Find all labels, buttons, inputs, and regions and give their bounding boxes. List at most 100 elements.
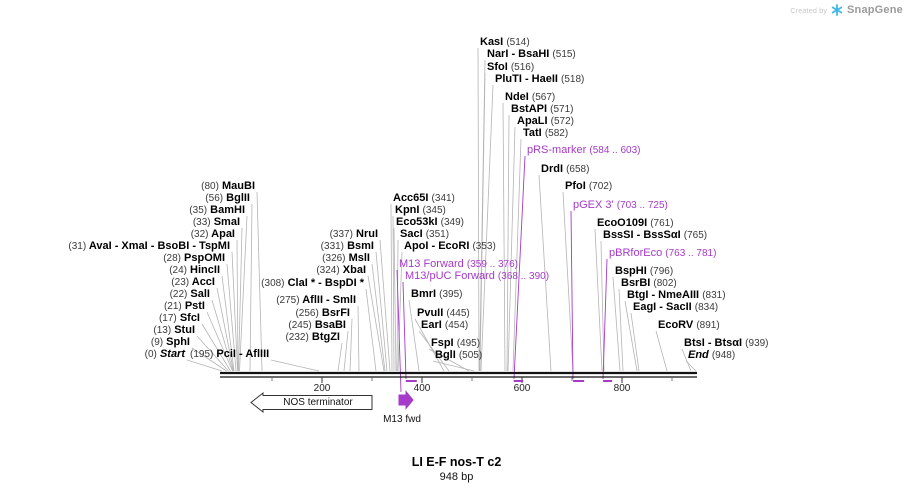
site-pos: (245) [288, 320, 312, 331]
site-pos: (514) [506, 37, 530, 48]
site-pos: (948) [711, 350, 736, 361]
site-pos: (939) [745, 338, 769, 349]
site-pos: (834) [694, 302, 719, 313]
primer-name: pBRforEco [609, 247, 663, 259]
m13-fwd-arrow [398, 390, 414, 410]
primer-range: (763 .. 781) [665, 248, 717, 259]
site-name: BglII [226, 192, 250, 204]
site-pos: (454) [444, 320, 469, 331]
axis-minor-ticks [271, 377, 673, 381]
site-name: BsaBI [314, 319, 346, 331]
site-pos: (353) [472, 241, 496, 252]
site-label-bamhi: (35) BamHI [189, 204, 245, 217]
site-label-pspomi: (28) PspOMI [163, 252, 225, 265]
site-label-eari: EarI (454) [421, 319, 468, 332]
watermark: Created by SnapGene [790, 4, 903, 16]
site-label-nrui: (337) NruI [330, 228, 378, 241]
site-pos: (22) [169, 289, 188, 300]
site-pos: (349) [440, 217, 465, 228]
site-name: PfoI [565, 180, 586, 192]
site-name: HincII [190, 264, 220, 276]
site-name: AccI [191, 276, 215, 288]
site-pos: (326) [322, 253, 346, 264]
site-label-bgli: BglI (505) [435, 349, 482, 362]
primer-name: pGEX 3' [573, 199, 614, 211]
site-pos: (567) [531, 92, 556, 103]
site-name: StuI [174, 324, 195, 336]
watermark-created-by: Created by [790, 5, 827, 15]
site-name: MslI [348, 252, 370, 264]
site-label-xbai: (324) XbaI [316, 264, 366, 277]
site-pos: (195) [190, 349, 214, 360]
site-name: PluTI - HaeII [495, 73, 558, 85]
site-label-bstapi: BstAPI (571) [511, 103, 573, 116]
site-name: ApoI - EcoRI [404, 240, 470, 252]
site-label-ecoo109i: EcoO109I (761) [597, 217, 674, 230]
site-name: KasI [480, 36, 504, 48]
site-label-tati: TatI (582) [523, 127, 568, 140]
nos-terminator-arrow [250, 391, 373, 414]
m13-fwd-label: M13 fwd [383, 414, 421, 425]
site-label-nari-bsahi: NarI - BsaHI (515) [487, 48, 576, 61]
site-pos: (505) [458, 350, 483, 361]
connector-lines [186, 47, 697, 393]
axis-tick-800: 800 [613, 383, 631, 394]
site-name: NruI [356, 228, 378, 240]
snapgene-logo-icon [831, 4, 843, 16]
site-name: Eco53kI [396, 216, 438, 228]
site-pos: (256) [295, 308, 319, 319]
site-label-ecorv: EcoRV (891) [658, 319, 720, 332]
site-name: ClaI * - BspDI * [287, 277, 364, 289]
site-name: SalI [190, 288, 210, 300]
site-pos: (32) [190, 229, 209, 240]
site-pos: (9) [150, 337, 164, 348]
site-pos: (495) [456, 338, 481, 349]
site-label-apali: ApaLI (572) [517, 115, 574, 128]
site-label-bsssi: BssSI - BssSαI (765) [603, 229, 707, 242]
site-pos: (21) [163, 301, 182, 312]
site-pos: (0) [144, 349, 157, 360]
site-pos: (308) [261, 278, 285, 289]
site-name: EagI - SacII [633, 301, 692, 313]
site-name: EcoRV [658, 319, 694, 331]
site-name: EcoO109I [597, 217, 648, 229]
site-pos: (232) [285, 332, 309, 343]
site-label-btgzi: (232) BtgZI [285, 331, 340, 344]
primer-range: (703 .. 725) [616, 200, 668, 211]
site-pos: (831) [702, 290, 726, 301]
primer-label-m13-forward: M13 Forward (359 .. 376) [399, 258, 518, 271]
site-label-btsi: BtsI - BtsαI (939) [684, 337, 769, 350]
site-name: BspHI [615, 265, 647, 277]
site-label-eco53ki: Eco53kI (349) [396, 216, 464, 229]
site-pos: (518) [561, 74, 585, 85]
site-name: Start [159, 348, 185, 360]
primer-name: M13 Forward [399, 258, 464, 270]
site-label-hincii: (24) HincII [169, 264, 220, 277]
site-pos: (28) [163, 253, 181, 264]
site-name: EarI [421, 319, 442, 331]
site-pos: (23) [171, 277, 190, 288]
watermark-brand: SnapGene [846, 4, 903, 16]
site-pos: (341) [431, 193, 455, 204]
axis-tick-200: 200 [313, 383, 331, 394]
site-name: SacI [400, 228, 423, 240]
site-name: PvuII [417, 307, 444, 319]
site-name: BglI [435, 349, 456, 361]
site-label-drdi: DrdI (658) [541, 163, 589, 176]
site-label-pvuii: PvuII (445) [417, 307, 470, 320]
site-label-end: End (948) [688, 349, 735, 362]
site-pos: (516) [510, 62, 535, 73]
site-name: SfoI [487, 61, 508, 73]
site-name: PstI [184, 300, 205, 312]
site-name: PciI - AflIII [216, 348, 270, 360]
site-name: BsrFI [321, 307, 350, 319]
site-name: MauBI [222, 180, 255, 192]
site-name: BtgZI [311, 331, 340, 343]
site-label-pfoi: PfoI (702) [565, 180, 612, 193]
site-pos: (331) [320, 241, 345, 252]
site-name: BtgI - NmeAIII [627, 289, 700, 301]
site-label-kpni: KpnI (345) [395, 204, 446, 217]
site-name: BstAPI [511, 103, 548, 115]
map-length: 948 bp [439, 471, 474, 483]
